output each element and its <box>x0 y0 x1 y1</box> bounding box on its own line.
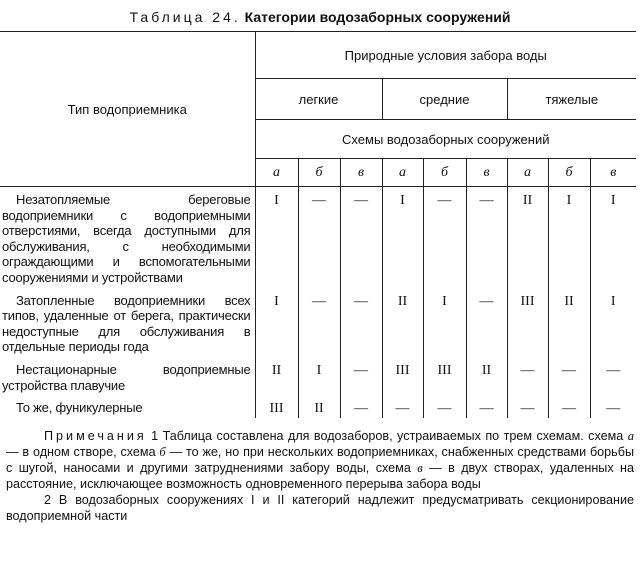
category-cell: I <box>547 186 590 288</box>
intake-type-cell: То же, фуникулерные <box>0 395 255 418</box>
header-group-light: легкие <box>254 78 382 120</box>
category-cell: — <box>506 356 548 396</box>
category-cell: III <box>506 287 548 357</box>
header-conditions: Природные условия забора воды <box>254 31 637 79</box>
category-cell: — <box>339 356 382 396</box>
category-cell: — <box>547 395 590 418</box>
header-schemes: Схемы водозаборных сооружений <box>254 119 637 159</box>
scheme-letter: а <box>254 158 298 187</box>
intake-type-label: Незатопляемые береговые водоприемники с … <box>2 192 251 285</box>
note-1-letter: в <box>417 460 423 475</box>
category-cell: II <box>381 287 423 357</box>
notes-heading: Примечания <box>44 428 147 443</box>
scheme-letter: в <box>465 158 507 187</box>
scheme-letter: в <box>339 158 382 187</box>
intake-type-cell: Незатопляемые береговые водоприемники с … <box>0 187 255 288</box>
category-cell: I <box>254 186 298 288</box>
categories-table: Тип водоприемника Природные условия забо… <box>0 31 637 418</box>
table-row: То же, фуникулерные III II — — — — — — — <box>0 395 637 418</box>
category-cell: II <box>254 356 298 396</box>
table-row: Нестационарные водоприемные устройства п… <box>0 356 637 396</box>
category-cell: III <box>381 356 423 396</box>
note-1: Примечания 1 Таблица составлена для водо… <box>6 428 634 492</box>
note-1-text: — то же, но при нескольких водоприемника… <box>6 444 634 475</box>
category-cell: III <box>422 356 466 396</box>
category-cell: — <box>297 287 340 357</box>
note-1-number: 1 <box>151 428 159 443</box>
category-cell: — <box>422 395 466 418</box>
note-1-text: — в одном створе, схема <box>6 444 160 459</box>
category-cell: — <box>465 287 507 357</box>
table-row: Затопленные водоприемники всех типов, уд… <box>0 287 637 357</box>
note-1-text: Таблица составлена для водозаборов, устр… <box>162 428 628 443</box>
table-notes: Примечания 1 Таблица составлена для водо… <box>6 428 634 524</box>
scheme-letter: б <box>422 158 466 187</box>
table-name: Категории водозаборных сооружений <box>244 9 511 25</box>
header-group-heavy: тяжелые <box>506 78 637 120</box>
note-1-letter: б <box>159 444 166 459</box>
category-cell: I <box>589 186 637 288</box>
header-intake-type: Тип водоприемника <box>0 31 255 187</box>
category-cell: — <box>381 395 423 418</box>
scheme-letter: б <box>547 158 590 187</box>
category-cell: — <box>339 287 382 357</box>
category-cell: — <box>465 186 507 288</box>
intake-type-cell: Нестационарные водоприемные устройства п… <box>0 357 255 395</box>
intake-type-label: Затопленные водоприемники всех типов, уд… <box>2 292 251 355</box>
category-cell: II <box>506 186 548 288</box>
note-1-letter: а <box>627 428 635 443</box>
category-cell: — <box>547 356 590 396</box>
scheme-letter: а <box>381 158 423 187</box>
category-cell: — <box>422 186 466 288</box>
category-cell: I <box>297 356 340 396</box>
scheme-letters-row: а б в а б в а б в <box>0 158 637 187</box>
category-cell: — <box>589 395 637 418</box>
category-cell: — <box>339 395 382 418</box>
category-cell: — <box>506 395 548 418</box>
category-cell: I <box>381 186 423 288</box>
category-cell: — <box>339 186 382 288</box>
scheme-letter: а <box>506 158 548 187</box>
category-cell: III <box>254 395 298 418</box>
category-cell: — <box>297 186 340 288</box>
category-cell: I <box>254 287 298 357</box>
category-cell: — <box>465 395 507 418</box>
scheme-letter: в <box>589 158 637 187</box>
table-title: Таблица 24. Категории водозаборных соору… <box>0 0 640 31</box>
note-2: 2 В водозаборных сооружениях I и II кате… <box>6 492 634 523</box>
table-number: Таблица 24. <box>129 9 241 25</box>
category-cell: II <box>547 287 590 357</box>
category-cell: I <box>422 287 466 357</box>
intake-type-label: Нестационарные водоприемные устройства п… <box>2 361 251 393</box>
category-cell: I <box>589 287 637 357</box>
category-cell: II <box>465 356 507 396</box>
category-cell: II <box>297 395 340 418</box>
category-cell: — <box>589 356 637 396</box>
table-row: Незатопляемые береговые водоприемники с … <box>0 186 637 288</box>
scheme-letter: б <box>297 158 340 187</box>
intake-type-cell: Затопленные водоприемники всех типов, уд… <box>0 288 255 357</box>
note-1-text: — в двух створах, удаленных на расстояни… <box>6 460 634 491</box>
intake-type-label: То же, фуникулерные <box>16 400 143 416</box>
header-group-medium: средние <box>381 78 507 120</box>
